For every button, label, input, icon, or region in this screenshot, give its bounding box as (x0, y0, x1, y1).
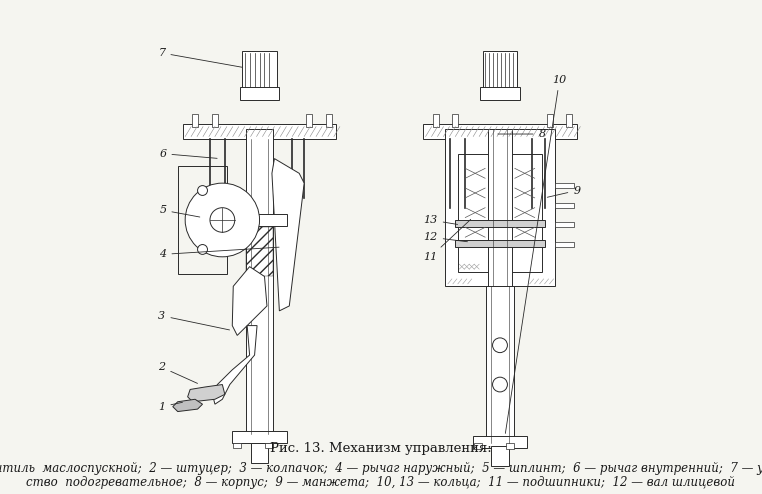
Bar (206, 191, 214, 196)
Text: 13: 13 (424, 215, 457, 225)
Circle shape (185, 183, 260, 257)
Circle shape (197, 245, 207, 254)
Bar (306, 115, 312, 126)
Bar (183, 124, 336, 139)
Bar (480, 87, 520, 100)
Bar (555, 242, 575, 247)
Bar (446, 129, 555, 287)
Text: 8: 8 (498, 129, 546, 139)
Bar (245, 129, 274, 434)
Bar (326, 115, 332, 126)
Bar (472, 436, 527, 449)
Polygon shape (187, 384, 225, 402)
Bar (491, 446, 509, 465)
Bar (221, 191, 229, 196)
Bar (178, 166, 227, 274)
Polygon shape (232, 267, 267, 335)
Text: 7: 7 (158, 48, 242, 67)
Bar (192, 115, 198, 126)
Bar (566, 115, 572, 126)
Bar (240, 87, 280, 100)
Bar (474, 444, 482, 450)
Text: 4: 4 (159, 247, 279, 259)
Bar (453, 115, 458, 126)
Bar (235, 214, 287, 226)
Polygon shape (213, 326, 257, 404)
Bar (458, 154, 542, 272)
Bar (456, 220, 545, 227)
Text: 9: 9 (547, 186, 581, 197)
Bar (242, 50, 277, 90)
Bar (486, 287, 514, 444)
Bar (233, 443, 242, 449)
Circle shape (492, 338, 507, 353)
Circle shape (197, 186, 207, 196)
Text: 1 — вентиль  маслоспускной;  2 — штуцер;  3 — колпачок;  4 — рычаг наружный;  5 : 1 — вентиль маслоспускной; 2 — штуцер; 3… (0, 461, 762, 475)
Bar (245, 227, 274, 277)
Text: 2: 2 (158, 363, 197, 383)
Text: 6: 6 (159, 149, 217, 159)
Text: 11: 11 (424, 219, 471, 262)
Bar (555, 183, 575, 188)
Bar (456, 240, 545, 247)
Polygon shape (272, 159, 304, 311)
Bar (206, 196, 214, 201)
Text: 3: 3 (158, 311, 229, 330)
Text: 10: 10 (505, 75, 567, 433)
Text: 12: 12 (424, 232, 467, 242)
Text: 1: 1 (158, 402, 182, 412)
Bar (221, 196, 229, 201)
Bar (488, 129, 512, 287)
Bar (546, 115, 552, 126)
Bar (555, 203, 575, 207)
Bar (482, 50, 517, 90)
Circle shape (492, 377, 507, 392)
Bar (232, 431, 287, 444)
Circle shape (210, 207, 235, 232)
Bar (423, 124, 577, 139)
Bar (433, 115, 438, 126)
Bar (212, 115, 218, 126)
Text: 5: 5 (159, 205, 200, 217)
Bar (555, 222, 575, 227)
Text: ство  подогревательное;  8 — корпус;  9 — манжета;  10, 13 — кольца;  11 — подши: ство подогревательное; 8 — корпус; 9 — м… (27, 476, 735, 489)
Bar (265, 443, 274, 449)
Polygon shape (173, 399, 203, 412)
Bar (506, 444, 514, 450)
Bar (251, 444, 268, 463)
Text: Рис. 13. Механизм управления:: Рис. 13. Механизм управления: (270, 442, 492, 455)
